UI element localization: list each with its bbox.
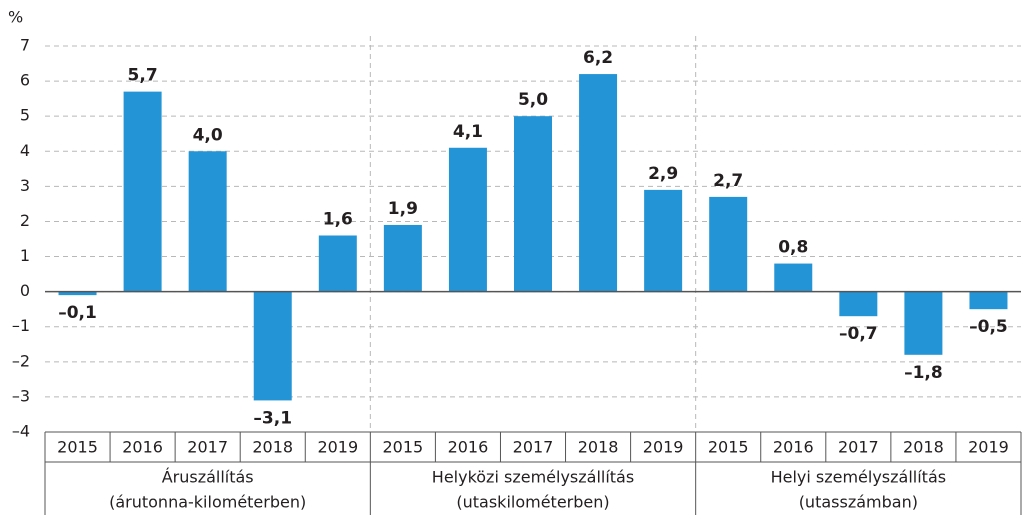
bar	[253, 291, 292, 401]
group-label: Helyi személyszállítás	[771, 468, 947, 487]
x-tick-label: 2018	[903, 438, 944, 457]
group-label: Helyközi személyszállítás	[432, 468, 634, 487]
group-label: Áruszállítás	[162, 468, 254, 487]
value-label: 0,8	[778, 238, 808, 258]
value-label: 2,7	[713, 171, 743, 191]
value-label: –0,7	[839, 324, 878, 344]
y-tick-label: –1	[12, 316, 30, 335]
x-tick-label: 2019	[643, 438, 684, 457]
y-tick-label: –4	[12, 422, 30, 441]
x-tick-label: 2017	[187, 438, 228, 457]
group-label: (utaskilométerben)	[456, 493, 609, 512]
y-tick-label: 6	[20, 71, 30, 90]
y-tick-label: 5	[20, 106, 30, 125]
unit-label: %	[8, 8, 23, 27]
bar	[123, 91, 162, 292]
x-tick-label: 2015	[383, 438, 424, 457]
x-tick-label: 2018	[578, 438, 619, 457]
x-tick-label: 2016	[773, 438, 814, 457]
bar	[709, 196, 748, 292]
x-tick-label: 2016	[122, 438, 163, 457]
x-tick-label: 2017	[513, 438, 554, 457]
x-tick-label: 2017	[838, 438, 879, 457]
bar	[383, 224, 422, 292]
y-tick-label: –3	[12, 386, 30, 405]
x-tick-label: 2015	[57, 438, 98, 457]
x-tick-label: 2019	[968, 438, 1009, 457]
x-tick-label: 2018	[252, 438, 293, 457]
bar	[188, 151, 227, 292]
y-tick-label: 4	[20, 141, 30, 160]
value-label: 5,0	[518, 90, 548, 110]
value-label: 6,2	[583, 48, 613, 68]
x-tick-label: 2016	[448, 438, 489, 457]
y-tick-label: 0	[20, 281, 30, 300]
value-label: –0,5	[969, 317, 1008, 337]
bar	[969, 291, 1008, 310]
value-label: –0,1	[58, 303, 97, 323]
y-tick-label: 7	[20, 36, 30, 55]
value-label: 4,0	[193, 125, 223, 145]
bar	[514, 116, 552, 292]
value-label: 1,9	[388, 199, 418, 219]
x-tick-label: 2015	[708, 438, 749, 457]
bar	[318, 235, 357, 292]
y-tick-label: 1	[20, 246, 30, 265]
bar	[579, 74, 618, 292]
y-tick-label: 3	[20, 176, 30, 195]
value-label: 4,1	[453, 122, 483, 142]
value-label: 2,9	[648, 164, 678, 184]
bar	[774, 263, 813, 292]
bar	[448, 147, 487, 292]
bar	[839, 291, 878, 317]
bar	[58, 291, 97, 296]
group-label: (utasszámban)	[799, 493, 918, 512]
x-tick-label: 2019	[317, 438, 358, 457]
value-label: 5,7	[128, 66, 158, 86]
bar	[644, 189, 683, 292]
group-label: (árutonna-kilométerben)	[109, 493, 306, 512]
y-tick-label: –2	[12, 351, 30, 370]
y-tick-label: 2	[20, 211, 30, 230]
value-label: –1,8	[904, 363, 943, 383]
value-label: –3,1	[253, 408, 292, 428]
bar	[904, 291, 943, 355]
value-label: 1,6	[323, 209, 353, 229]
